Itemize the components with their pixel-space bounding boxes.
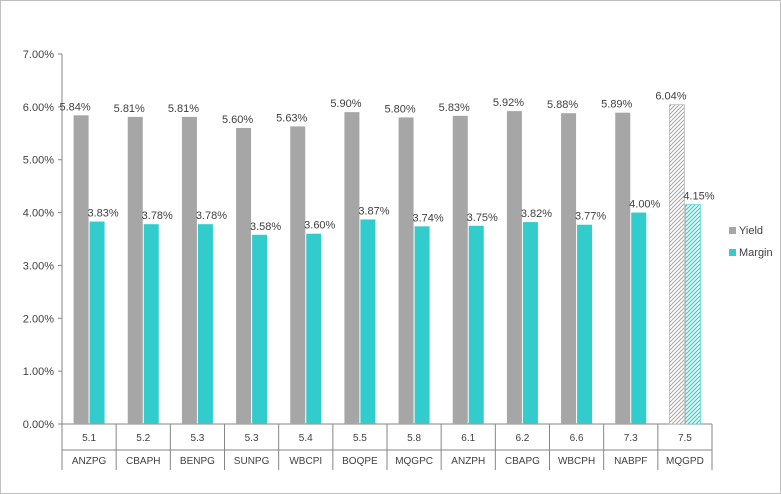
bar-margin xyxy=(577,224,593,424)
bar-yield xyxy=(127,116,143,425)
legend-swatch-margin xyxy=(729,249,736,256)
category-label-top: 5.5 xyxy=(353,433,367,444)
legend-swatch-yield xyxy=(729,227,736,234)
data-label-yield: 5.60% xyxy=(222,114,253,126)
data-label-yield: 5.90% xyxy=(330,98,361,110)
bar-yield xyxy=(669,104,685,425)
data-label-yield: 5.89% xyxy=(601,99,632,111)
bar-margin xyxy=(631,212,647,424)
bar-margin xyxy=(685,204,701,425)
bar-margin xyxy=(468,225,484,424)
category-label-bottom: ANZPH xyxy=(451,456,485,467)
data-label-margin: 4.00% xyxy=(629,199,660,211)
category-label-bottom: CBAPG xyxy=(505,456,540,467)
data-label-yield: 6.04% xyxy=(655,91,686,103)
y-tick-label: 3.00% xyxy=(23,260,54,272)
category-label-bottom: CBAPH xyxy=(126,456,160,467)
bar-margin xyxy=(89,221,105,424)
legend-label-margin: Margin xyxy=(739,247,773,259)
category-label-top: 5.4 xyxy=(299,433,313,444)
data-label-margin: 3.78% xyxy=(142,210,173,222)
category-label-top: 6.1 xyxy=(461,433,475,444)
data-label-margin: 3.74% xyxy=(412,212,443,224)
category-label-bottom: WBCPH xyxy=(558,456,595,467)
data-label-margin: 3.77% xyxy=(575,211,606,223)
data-label-yield: 5.84% xyxy=(59,101,90,113)
category-label-top: 7.5 xyxy=(678,433,692,444)
y-tick-label: 5.00% xyxy=(23,155,54,167)
category-axis: 5.1 ANZPG 5.2 CBAPH 5.3 BENPG 5.3 SUNPG 5.4 WBCPI… xyxy=(61,424,713,470)
category-label-top: 6.2 xyxy=(515,433,529,444)
data-label-margin: 4.15% xyxy=(683,191,714,203)
bar-margin xyxy=(252,234,268,424)
y-tick-label: 7.00% xyxy=(23,49,54,61)
bar-yield xyxy=(452,115,468,424)
bar-yield xyxy=(236,128,252,424)
y-tick-label: 2.00% xyxy=(23,313,54,325)
category-label-top: 6.6 xyxy=(570,433,584,444)
category-label-top: 5.1 xyxy=(82,433,96,444)
category-label-bottom: BOQPE xyxy=(342,456,378,467)
legend: Yield Margin xyxy=(729,225,773,259)
category-label-bottom: MQGPD xyxy=(666,456,704,467)
data-label-yield: 5.63% xyxy=(276,112,307,124)
category-label-bottom: MQGPC xyxy=(395,456,433,467)
category-label-bottom: NABPF xyxy=(614,456,647,467)
bar-margin xyxy=(522,222,538,424)
bar-margin xyxy=(197,224,213,424)
category-label-top: 5.8 xyxy=(407,433,421,444)
y-tick-label: 6.00% xyxy=(23,102,54,114)
data-label-yield: 5.81% xyxy=(168,103,199,115)
data-label-margin: 3.87% xyxy=(358,205,389,217)
category-label-top: 5.2 xyxy=(136,433,150,444)
data-label-margin: 3.78% xyxy=(196,210,227,222)
bar-margin xyxy=(306,233,322,424)
axes: 0.00% 1.00% 2.00% 3.00% 4.00% 5.00% 6.00% 7.00% xyxy=(23,49,712,431)
y-tick-label: 4.00% xyxy=(23,208,54,220)
data-label-yield: 5.83% xyxy=(439,102,470,114)
bar-margin xyxy=(143,224,159,424)
data-label-yield: 5.80% xyxy=(384,103,415,115)
bars xyxy=(73,104,701,425)
category-label-bottom: BENPG xyxy=(180,456,215,467)
category-label-bottom: SUNPG xyxy=(234,456,270,467)
category-label-top: 5.3 xyxy=(245,433,259,444)
y-tick-label: 1.00% xyxy=(23,366,54,378)
bar-yield xyxy=(615,112,631,425)
data-label-margin: 3.82% xyxy=(521,208,552,220)
data-label-margin: 3.83% xyxy=(87,208,118,220)
legend-label-yield: Yield xyxy=(739,225,763,237)
bar-yield xyxy=(181,116,197,425)
category-label-top: 7.3 xyxy=(624,433,638,444)
data-label-margin: 3.75% xyxy=(467,212,498,224)
bar-yield xyxy=(398,117,414,424)
category-label-top: 5.3 xyxy=(190,433,204,444)
bar-yield xyxy=(73,115,89,425)
data-labels: 5.84% 3.83% 5.81% 3.78% 5.81% 3.78% 5.60% 3.58%… xyxy=(59,91,714,233)
data-label-margin: 3.60% xyxy=(304,220,335,232)
category-label-bottom: ANZPG xyxy=(72,456,107,467)
y-tick-label: 0.00% xyxy=(23,419,54,431)
bar-yield xyxy=(561,113,577,424)
data-label-margin: 3.58% xyxy=(250,221,281,233)
data-label-yield: 5.81% xyxy=(114,103,145,115)
bar-yield xyxy=(506,111,522,424)
category-label-bottom: WBCPI xyxy=(289,456,322,467)
bar-yield xyxy=(290,126,306,425)
data-label-yield: 5.92% xyxy=(493,97,524,109)
data-label-yield: 5.88% xyxy=(547,99,578,111)
bar-yield xyxy=(344,112,360,425)
bar-margin xyxy=(360,219,376,424)
bar-margin xyxy=(414,226,430,424)
